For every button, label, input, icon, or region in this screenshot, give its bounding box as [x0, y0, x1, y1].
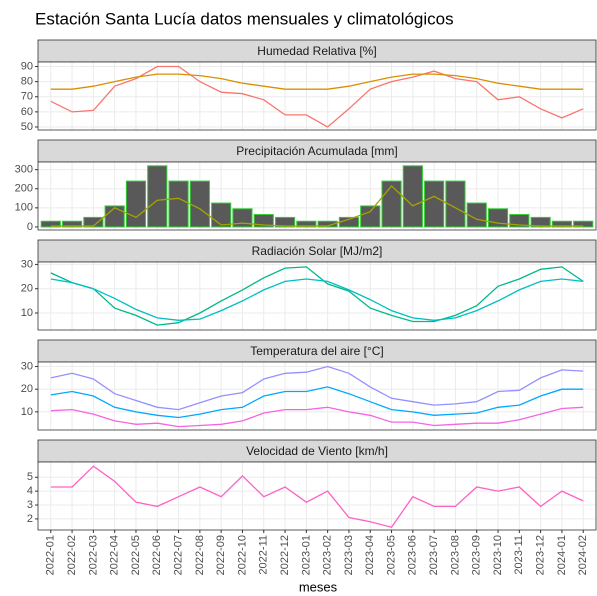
- bar: [147, 165, 168, 228]
- data-line: [50, 365, 584, 411]
- bar: [211, 202, 232, 228]
- x-tick-label: 2022-06: [151, 535, 163, 575]
- x-tick-label: 2022-05: [130, 535, 142, 575]
- x-tick-label: 2023-06: [407, 535, 419, 575]
- panel-title: Radiación Solar [MJ/m2]: [252, 244, 383, 258]
- bar: [402, 165, 423, 228]
- y-tick-label: 100: [15, 202, 33, 214]
- panel-title: Temperatura del aire [°C]: [250, 344, 384, 358]
- x-tick-label: 2024-02: [577, 535, 589, 575]
- x-tick-label: 2023-11: [513, 535, 525, 575]
- x-tick-label: 2023-08: [449, 535, 461, 575]
- bar: [381, 180, 402, 228]
- x-tick-label: 2022-08: [194, 535, 206, 575]
- y-tick-label: 30: [21, 360, 33, 372]
- plot-border: [37, 461, 597, 531]
- data-line: [50, 278, 584, 321]
- data-line: [50, 386, 584, 419]
- bar: [274, 216, 296, 228]
- bar: [253, 214, 274, 228]
- y-tick-label: 4: [27, 485, 33, 497]
- bar: [424, 180, 445, 228]
- y-tick-label: 3: [27, 499, 33, 511]
- x-tick-label: 2023-03: [343, 535, 355, 575]
- x-tick-label: 2022-10: [236, 535, 248, 575]
- y-tick-label: 300: [15, 164, 33, 176]
- plot-border: [37, 61, 597, 131]
- y-tick-label: 0: [27, 221, 33, 233]
- x-axis-title: meses: [299, 579, 338, 594]
- x-tick-label: 2022-01: [45, 535, 57, 575]
- panel-title: Humedad Relativa [%]: [257, 44, 376, 58]
- bar: [509, 214, 530, 228]
- plot-area: [38, 62, 596, 130]
- y-tick-label: 5: [27, 471, 33, 483]
- bar: [40, 220, 61, 228]
- y-tick-label: 20: [21, 383, 33, 395]
- x-tick-label: 2023-01: [300, 535, 312, 575]
- bar: [104, 205, 125, 228]
- x-tick-label: 2022-04: [109, 535, 121, 575]
- data-line: [50, 184, 584, 227]
- y-tick-label: 30: [21, 258, 33, 270]
- plot-area: [38, 362, 596, 430]
- x-tick-label: 2022-02: [66, 535, 78, 575]
- data-line: [50, 266, 584, 326]
- data-line: [50, 406, 584, 428]
- x-tick-label: 2023-04: [364, 535, 376, 575]
- plot-area: [38, 262, 596, 330]
- data-line: [50, 73, 584, 90]
- x-tick-label: 2023-07: [428, 535, 440, 575]
- bar: [125, 180, 147, 228]
- bar: [530, 216, 551, 228]
- bar: [189, 180, 210, 228]
- chart-title: Estación Santa Lucía datos mensuales y c…: [35, 9, 454, 28]
- bar: [168, 180, 189, 228]
- x-tick-label: 2024-01: [556, 535, 568, 575]
- bar: [466, 202, 487, 228]
- x-tick-label: 2022-11: [258, 535, 270, 575]
- bar: [573, 220, 594, 228]
- plot-border: [37, 161, 597, 231]
- plot-border: [37, 261, 597, 331]
- data-line: [50, 465, 584, 528]
- y-tick-label: 20: [21, 283, 33, 295]
- x-tick-label: 2023-10: [492, 535, 504, 575]
- y-tick-label: 50: [21, 121, 33, 133]
- bar: [61, 220, 83, 228]
- x-tick-label: 2022-07: [172, 535, 184, 575]
- y-tick-label: 10: [21, 307, 33, 319]
- x-tick-label: 2023-05: [385, 535, 397, 575]
- x-tick-label: 2022-12: [279, 535, 291, 575]
- x-tick-label: 2023-02: [322, 535, 334, 575]
- y-tick-label: 2: [27, 513, 33, 525]
- bar: [360, 205, 381, 228]
- x-tick-label: 2023-12: [535, 535, 547, 575]
- x-tick-label: 2022-09: [215, 535, 227, 575]
- y-tick-label: 10: [21, 406, 33, 418]
- plot-border: [37, 361, 597, 431]
- panel-title: Precipitación Acumulada [mm]: [236, 144, 397, 158]
- y-tick-label: 70: [21, 91, 33, 103]
- x-tick-label: 2023-09: [471, 535, 483, 575]
- x-tick-label: 2022-03: [87, 535, 99, 575]
- y-tick-label: 80: [21, 76, 33, 88]
- bar: [232, 208, 253, 228]
- panel-title: Velocidad de Viento [km/h]: [246, 444, 388, 458]
- bar: [445, 180, 466, 228]
- bar: [551, 220, 573, 228]
- y-tick-label: 200: [15, 183, 33, 195]
- bar: [317, 220, 338, 228]
- y-tick-label: 60: [21, 106, 33, 118]
- bar: [296, 220, 317, 228]
- bar: [83, 216, 104, 228]
- y-tick-label: 90: [21, 60, 33, 72]
